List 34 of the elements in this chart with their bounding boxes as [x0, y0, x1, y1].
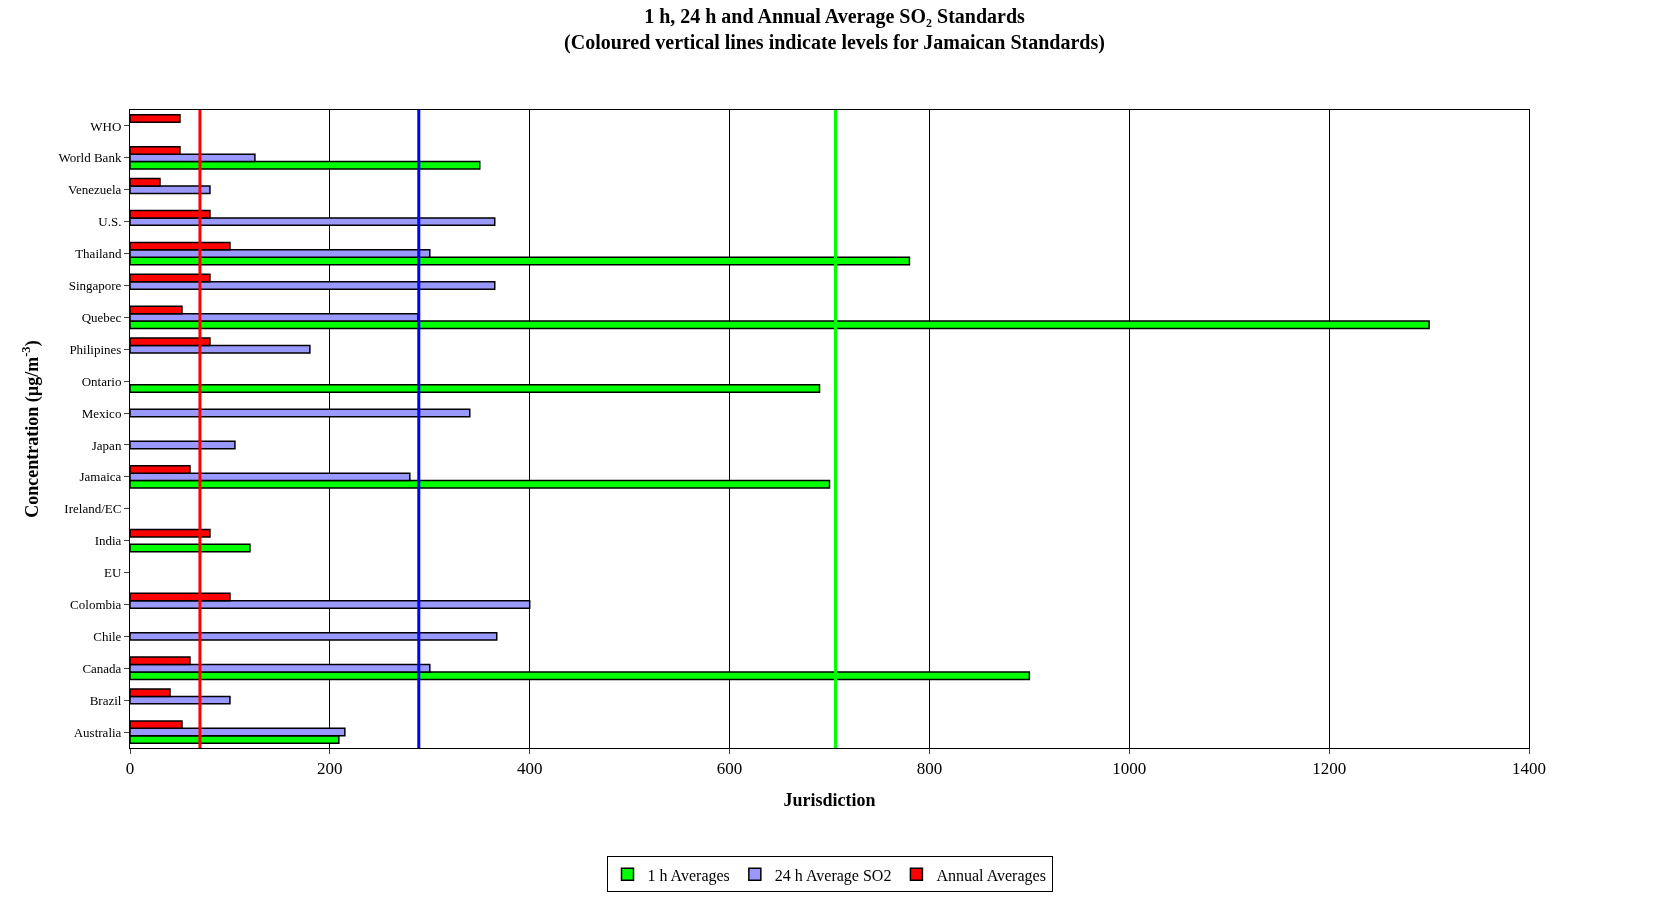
x-tick-label: 1000 — [1112, 759, 1147, 779]
y-tick-label: Brazil — [89, 692, 122, 708]
legend-label: 1 h Averages — [647, 866, 730, 885]
y-tick-label: Philipines — [69, 341, 122, 357]
chart-title: 1 h, 24 h and Annual Average SO₂ Standards — [644, 4, 1026, 28]
x-tick-label: 1200 — [1312, 759, 1347, 779]
x-tick-label: 1400 — [1512, 759, 1546, 779]
y-tick-label: EU — [104, 565, 122, 581]
y-tick-label: Canada — [82, 660, 122, 676]
y-tick-label: Thailand — [75, 246, 122, 262]
y-tick-label: Colombia — [70, 597, 122, 612]
y-tick-label: Ontario — [81, 373, 122, 389]
y-tick-label: Australia — [73, 724, 122, 740]
y-tick-label: Quebec — [81, 309, 122, 325]
y-tick-label: Chile — [93, 628, 122, 644]
chart-subtitle: (Coloured vertical lines indicate levels for Jamaican Standards) — [564, 30, 1105, 54]
y-tick-label: Venezuela — [67, 182, 122, 198]
x-tick-label: 400 — [516, 759, 543, 779]
x-axis-title: Jurisdiction — [783, 789, 876, 810]
legend-label: 24 h Average SO2 — [774, 866, 892, 885]
y-tick-label: Singapore — [68, 278, 122, 293]
y-tick-label: India — [94, 533, 122, 549]
y-tick-label: U.S. — [98, 214, 122, 230]
x-tick-label: 600 — [716, 759, 743, 779]
y-tick-label: World Bank — [58, 150, 122, 166]
legend-label: Annual Averages — [936, 866, 1046, 885]
x-tick-label: 800 — [916, 759, 943, 779]
x-tick-label: 0 — [125, 759, 135, 779]
x-tick-label: 200 — [317, 759, 343, 779]
y-tick-label: Mexico — [81, 405, 122, 421]
y-tick-label: Japan — [91, 437, 122, 453]
y-tick-label: WHO — [90, 118, 122, 134]
y-tick-label: Jamaica — [79, 469, 122, 485]
y-tick-label: Ireland/EC — [64, 501, 122, 517]
